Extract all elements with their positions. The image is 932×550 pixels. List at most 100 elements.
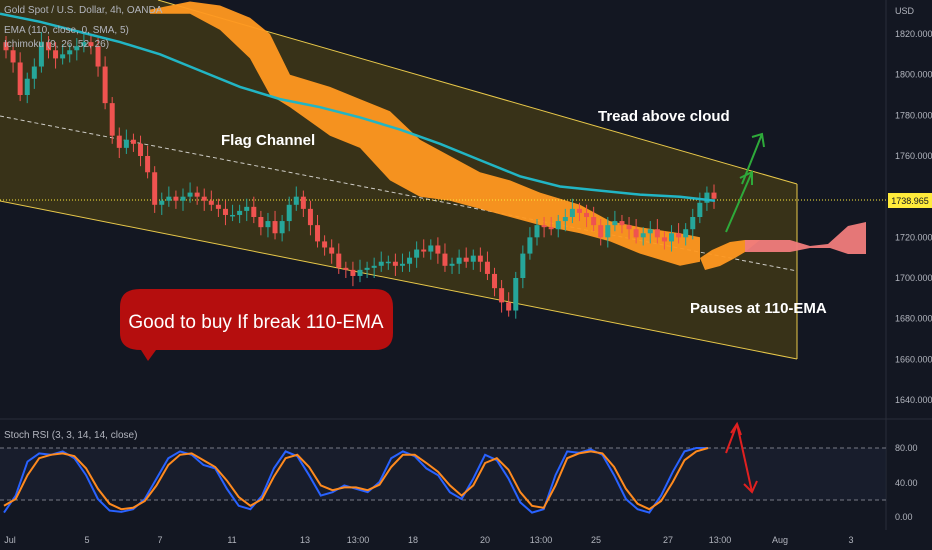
price-tick-label: 1640.000	[895, 395, 932, 405]
candle-up	[527, 237, 533, 254]
candle-up	[371, 265, 377, 268]
bubble-text: Good to buy If break 110-EMA	[128, 312, 384, 333]
candle-down	[45, 42, 51, 51]
last-price-value: 1738.965	[891, 196, 929, 206]
candle-up	[513, 278, 519, 311]
candle-up	[640, 233, 646, 238]
candle-down	[654, 229, 660, 238]
candle-down	[463, 257, 469, 262]
candle-down	[102, 66, 108, 104]
time-tick-label: 13:00	[530, 535, 553, 545]
candle-down	[576, 208, 582, 213]
rsi-tick-label: 80.00	[895, 443, 918, 453]
ema-110-line	[0, 12, 716, 202]
candle-down	[477, 255, 483, 262]
candle-up	[81, 42, 87, 47]
candle-up	[159, 200, 165, 205]
candle-up	[399, 263, 405, 266]
candle-down	[591, 217, 597, 226]
rsi-axis: 80.00 40.00 0.00	[895, 443, 918, 522]
candle-down	[633, 229, 639, 238]
red-arrow-up	[725, 423, 738, 454]
candle-up	[67, 50, 73, 55]
candle-down	[215, 204, 221, 209]
candle-up	[31, 66, 37, 79]
candle-up	[60, 54, 66, 59]
time-tick-label: 27	[663, 535, 673, 545]
candle-down	[322, 241, 328, 248]
candle-up	[24, 78, 30, 95]
candle-down	[435, 245, 441, 254]
last-price-tag-bg	[888, 193, 932, 208]
candle-up	[612, 221, 618, 226]
buy-bubble: Good to buy If break 110-EMA	[120, 289, 393, 361]
rsi-tick-label: 0.00	[895, 512, 913, 522]
rsi-k-line	[3, 447, 708, 514]
candle-down	[152, 172, 158, 205]
candle-down	[10, 50, 16, 63]
candle-down	[315, 225, 321, 242]
candle-up	[449, 263, 455, 266]
time-tick-label: 20	[480, 535, 490, 545]
candle-up	[279, 221, 285, 234]
ichimoku-legend[interactable]: Ichimoku (9, 26, 52, 26)	[4, 39, 109, 50]
green-arrow-icon	[725, 132, 765, 233]
time-tick-label: 18	[408, 535, 418, 545]
candle-down	[336, 253, 342, 268]
candle-down	[222, 208, 228, 215]
ichimoku-cloud	[150, 1, 700, 266]
time-tick-label: 25	[591, 535, 601, 545]
candle-up	[293, 196, 299, 205]
candle-up	[385, 261, 391, 264]
bubble-shape	[120, 289, 393, 361]
candle-down	[300, 196, 306, 209]
red-arrow-down	[736, 423, 753, 493]
currency-label: USD	[895, 6, 915, 16]
price-tick-label: 1820.000	[895, 29, 932, 39]
symbol-legend[interactable]: Gold Spot / U.S. Dollar, 4h, OANDA	[4, 5, 163, 16]
price-tick-label: 1700.000	[895, 273, 932, 283]
candle-down	[130, 139, 136, 144]
rsi-legend[interactable]: Stoch RSI (3, 3, 14, 14, close)	[4, 430, 137, 441]
price-tick-label: 1780.000	[895, 110, 932, 120]
candle-down	[584, 212, 590, 217]
candle-down	[626, 225, 632, 230]
candle-up	[520, 253, 526, 278]
candle-down	[95, 46, 101, 67]
candle-up	[123, 139, 129, 148]
candle-down	[499, 288, 505, 303]
candle-up	[230, 214, 236, 217]
candle-down	[194, 192, 200, 197]
ichimoku-cloud-future-pink	[745, 222, 866, 254]
time-tick-label: 3	[848, 535, 853, 545]
candle-up	[378, 261, 384, 266]
rsi-tick-label: 40.00	[895, 478, 918, 488]
candle-up	[265, 221, 271, 228]
candle-down	[272, 221, 278, 234]
candle-down	[138, 143, 144, 156]
candle-down	[145, 156, 151, 173]
candle-up	[605, 225, 611, 238]
time-tick-label: 5	[84, 535, 89, 545]
candle-up	[286, 204, 292, 222]
price-tick-label: 1720.000	[895, 232, 932, 242]
price-tick-label: 1800.000	[895, 70, 932, 80]
candle-down	[201, 196, 207, 201]
green-arrow-short	[725, 171, 753, 233]
candle-down	[421, 249, 427, 252]
candle-down	[329, 247, 335, 254]
candle-down	[484, 261, 490, 274]
candle-up	[669, 233, 675, 242]
candle-up	[364, 267, 370, 270]
green-arrow-long	[741, 133, 763, 185]
channel-lower-line	[0, 200, 798, 360]
time-tick-label: Jul	[4, 535, 16, 545]
candle-down	[676, 233, 682, 238]
candle-up	[74, 46, 80, 51]
candle-up	[562, 217, 568, 222]
candle-down	[442, 253, 448, 266]
ema-legend[interactable]: EMA (110, close, 0, SMA, 5)	[4, 25, 129, 36]
candle-up	[237, 210, 243, 215]
candle-down	[116, 135, 122, 148]
